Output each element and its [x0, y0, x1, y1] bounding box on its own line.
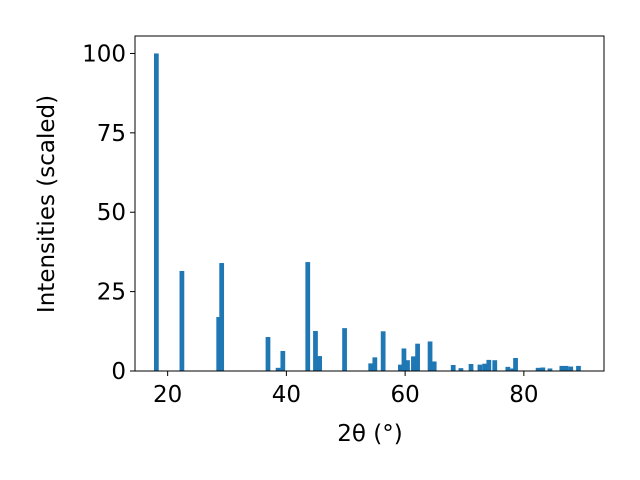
bar	[380, 331, 386, 371]
bar	[559, 365, 565, 371]
bar	[280, 350, 286, 371]
bar	[482, 363, 488, 371]
bar	[305, 262, 311, 371]
bar	[568, 366, 574, 371]
bar	[401, 348, 407, 371]
y-tick-label: 25	[97, 280, 126, 306]
x-tick-label: 20	[153, 382, 182, 408]
bar	[411, 356, 416, 371]
y-tick-label: 0	[111, 359, 126, 385]
x-tick-label: 40	[272, 382, 301, 408]
y-tick-label: 75	[97, 121, 126, 147]
bar	[540, 367, 546, 371]
bar	[219, 263, 225, 371]
bar	[313, 330, 318, 371]
x-tick-label: 60	[390, 382, 419, 408]
bar	[275, 367, 281, 371]
bar	[492, 360, 498, 371]
bar	[510, 368, 515, 371]
bar	[427, 341, 433, 371]
bar	[505, 366, 511, 371]
bar	[415, 343, 420, 371]
bar	[431, 361, 437, 371]
bar	[342, 328, 347, 371]
y-tick-label: 50	[97, 200, 126, 226]
x-tick-label: 80	[509, 382, 538, 408]
bar	[468, 364, 474, 371]
bar	[486, 359, 492, 371]
bar	[317, 356, 323, 371]
bar	[216, 317, 222, 371]
bar	[368, 363, 374, 371]
y-tick-label: 100	[82, 41, 126, 67]
bar	[153, 53, 159, 372]
bar	[563, 365, 569, 371]
x-axis-label: 2θ (°)	[337, 421, 402, 447]
bar	[179, 270, 185, 371]
bars-group	[153, 53, 581, 372]
bar	[477, 364, 483, 371]
x-axis: 20 40 60 80	[153, 371, 538, 408]
bar	[450, 364, 456, 371]
bar	[458, 368, 464, 371]
bar	[397, 364, 403, 371]
bar	[405, 360, 410, 371]
bar	[547, 368, 553, 371]
plot-frame	[134, 35, 605, 372]
bar	[372, 357, 378, 371]
bar	[535, 367, 541, 371]
bar	[513, 357, 518, 371]
y-axis-label: Intensities (scaled)	[34, 95, 60, 313]
bar	[265, 337, 271, 371]
bar	[576, 365, 581, 371]
y-axis: 0 25 50 75 100	[82, 41, 135, 385]
